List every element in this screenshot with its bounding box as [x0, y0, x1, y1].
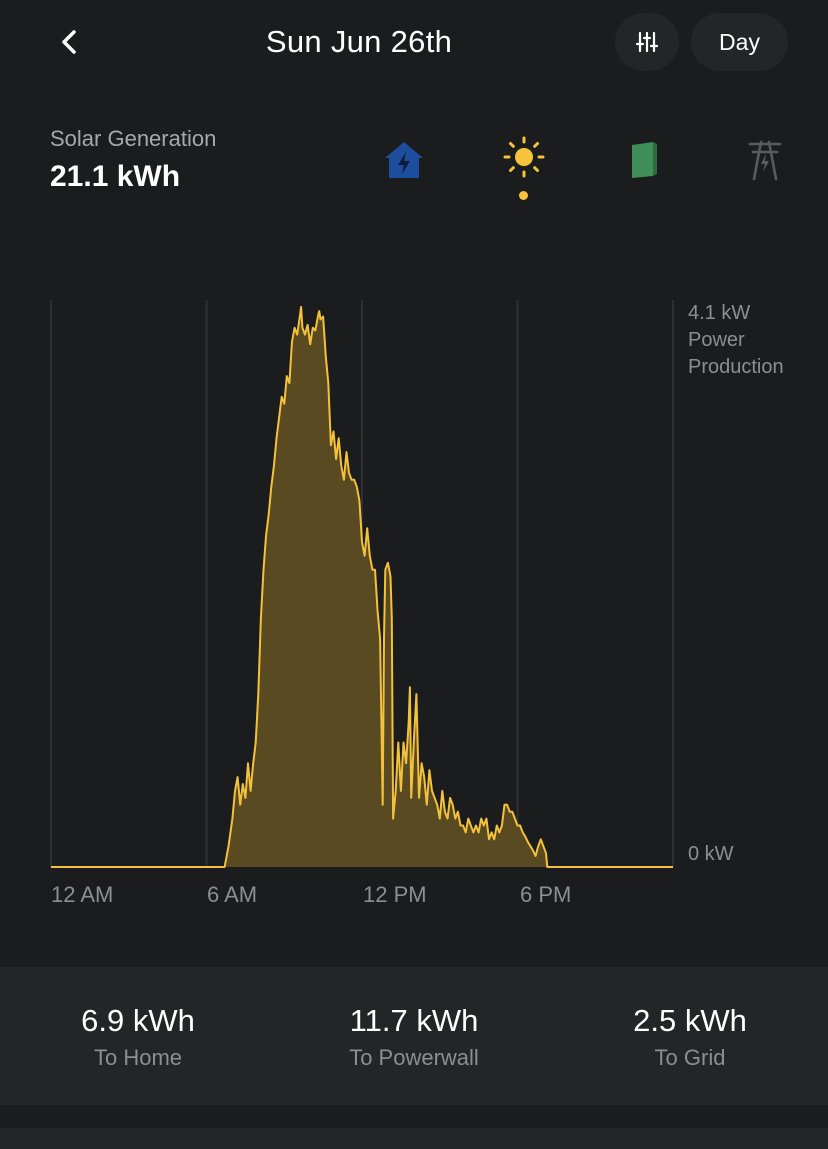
page-title: Sun Jun 26th	[265, 24, 453, 59]
chart-plot	[50, 300, 674, 868]
home-icon[interactable]	[383, 140, 425, 180]
sliders-icon	[635, 31, 659, 53]
stat-to-powerwall[interactable]: 11.7 kWh To Powerwall	[276, 1003, 552, 1071]
series-line	[51, 305, 673, 868]
grid-tower-icon[interactable]	[748, 139, 782, 181]
x-tick-label: 12 AM	[51, 882, 114, 907]
active-source-indicator	[519, 191, 528, 200]
filter-button[interactable]	[615, 13, 679, 71]
stat-label: To Powerwall	[349, 1045, 479, 1070]
stat-label: To Grid	[654, 1045, 726, 1070]
y-axis-label-line1: Power	[688, 329, 745, 351]
series-area	[51, 306, 673, 867]
back-button[interactable]	[50, 22, 90, 62]
stat-value: 11.7 kWh	[349, 1003, 479, 1038]
stat-to-home[interactable]: 6.9 kWh To Home	[0, 1003, 276, 1071]
y-axis-label-line2: Production	[688, 356, 784, 378]
generation-value: 21.1 kWh	[50, 160, 181, 193]
period-selector-button[interactable]: Day	[691, 13, 788, 71]
stat-value: 2.5 kWh	[633, 1003, 747, 1038]
stat-label: To Home	[93, 1045, 183, 1070]
powerwall-icon[interactable]	[629, 141, 659, 179]
chevron-left-icon	[62, 30, 76, 54]
stat-value: 6.9 kWh	[81, 1003, 195, 1038]
sun-icon[interactable]	[501, 136, 547, 182]
y-max-label: 4.1 kW	[688, 302, 751, 324]
y-min-label: 0 kW	[688, 843, 734, 865]
header: Sun Jun 26th Day	[0, 0, 828, 90]
x-tick-label: 6 PM	[520, 882, 572, 907]
x-tick-label: 12 PM	[363, 882, 427, 907]
stat-to-grid[interactable]: 2.5 kWh To Grid	[552, 1003, 828, 1071]
generation-label: Solar Generation	[50, 126, 217, 151]
x-tick-label: 6 AM	[207, 882, 258, 907]
power-production-chart[interactable]	[0, 280, 828, 920]
bottom-panel-edge	[0, 1128, 828, 1149]
energy-breakdown: 6.9 kWh To Home 11.7 kWh To Powerwall 2.…	[0, 967, 828, 1105]
